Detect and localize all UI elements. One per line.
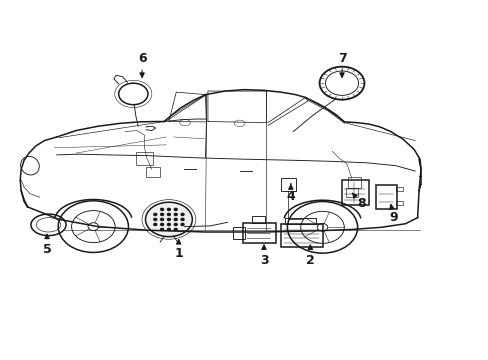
Text: 1: 1: [174, 240, 183, 260]
Text: 4: 4: [286, 184, 295, 203]
Circle shape: [174, 219, 177, 221]
Circle shape: [167, 208, 170, 211]
Text: 5: 5: [42, 234, 51, 256]
Circle shape: [174, 228, 177, 230]
Text: 2: 2: [305, 245, 314, 267]
Text: 3: 3: [259, 245, 268, 267]
Circle shape: [181, 224, 183, 226]
Text: 7: 7: [337, 51, 346, 77]
Circle shape: [145, 202, 192, 237]
Text: 8: 8: [352, 193, 365, 210]
Circle shape: [167, 228, 170, 230]
Text: 6: 6: [138, 51, 146, 77]
Circle shape: [181, 213, 183, 216]
Circle shape: [154, 219, 157, 221]
Circle shape: [160, 213, 163, 216]
Circle shape: [160, 224, 163, 226]
Circle shape: [167, 219, 170, 221]
Circle shape: [154, 224, 157, 226]
Circle shape: [174, 224, 177, 226]
Circle shape: [154, 213, 157, 216]
Circle shape: [160, 219, 163, 221]
Circle shape: [160, 208, 163, 211]
Circle shape: [181, 219, 183, 221]
Circle shape: [160, 228, 163, 230]
Circle shape: [167, 224, 170, 226]
Circle shape: [174, 213, 177, 216]
Circle shape: [174, 208, 177, 211]
Text: 9: 9: [388, 204, 397, 224]
Circle shape: [167, 213, 170, 216]
